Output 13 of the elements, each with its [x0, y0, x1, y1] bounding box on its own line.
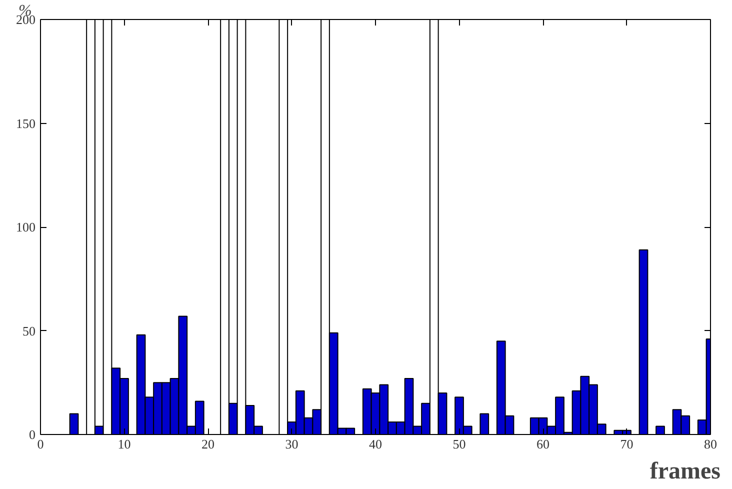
x-tick-label: 30	[285, 436, 298, 452]
y-tick-label: 50	[22, 323, 36, 338]
x-tick-label: 40	[369, 436, 382, 452]
x-tick-label: 70	[620, 436, 634, 452]
x-tick-label: 60	[536, 436, 550, 452]
x-tick-label: 10	[118, 436, 131, 452]
y-tick-label: 0	[29, 427, 36, 442]
x-tick-label: 80	[704, 436, 717, 452]
x-tick-label: 50	[452, 436, 466, 452]
y-tick-label: 100	[16, 220, 36, 234]
y-tick-label: 150	[16, 116, 36, 131]
x-axis-title: frames	[650, 458, 721, 484]
x-tick-label: 20	[202, 436, 214, 452]
